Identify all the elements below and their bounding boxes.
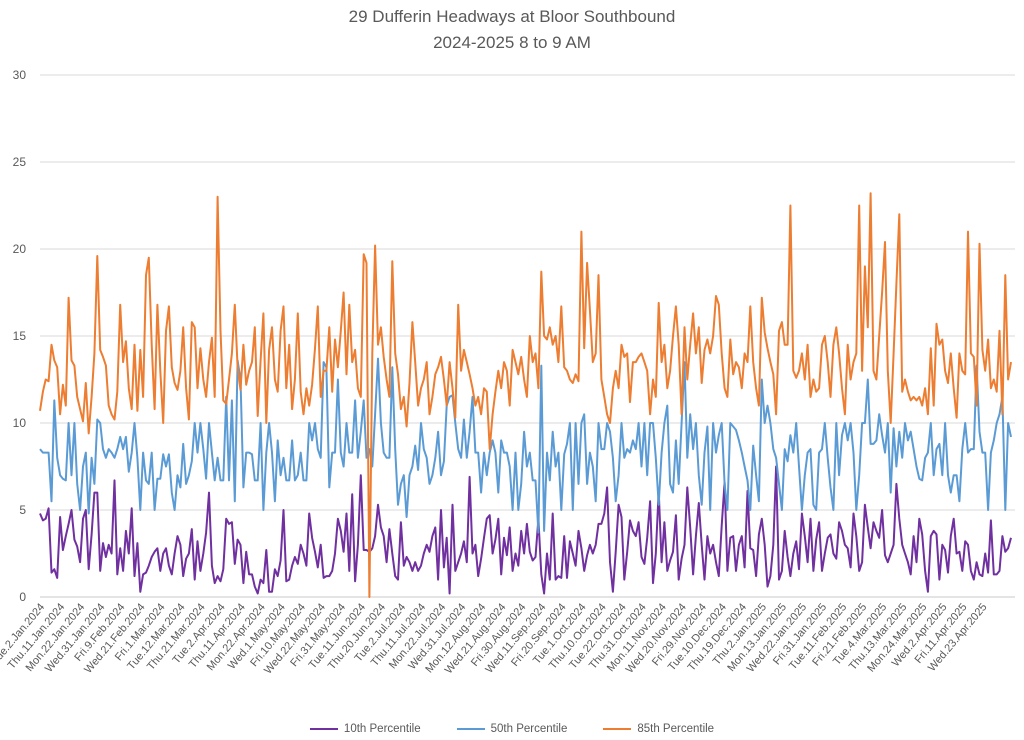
legend-item-10th: 10th Percentile <box>309 723 421 735</box>
legend-label: 85th Percentile <box>637 723 715 735</box>
legend-label: 50th Percentile <box>490 723 568 735</box>
y-tick-label: 15 <box>13 329 27 343</box>
y-tick-label: 5 <box>19 503 26 517</box>
y-tick-label: 20 <box>13 242 27 256</box>
series-line-10th-percentile <box>39 465 1012 595</box>
legend-item-50th: 50th Percentile <box>456 723 568 735</box>
legend-label: 10th Percentile <box>343 723 421 735</box>
legend-item-85th: 85th Percentile <box>603 723 714 735</box>
y-tick-label: 10 <box>13 416 27 430</box>
legend-swatch <box>603 727 632 731</box>
legend-swatch <box>456 727 485 731</box>
y-tick-label: 25 <box>13 155 27 169</box>
series-line-50th-percentile <box>39 357 1012 534</box>
gridlines <box>40 74 1015 598</box>
legend-swatch <box>309 727 338 731</box>
x-axis-labels: Tue.2.Jan.2024Thu.11.Jan.2024Mon.22.Jan.… <box>0 601 990 676</box>
chart-title: 29 Dufferin Headways at Bloor Southbound <box>348 7 676 26</box>
series-lines <box>39 192 1012 598</box>
y-tick-label: 0 <box>19 590 26 604</box>
y-tick-label: 30 <box>13 68 27 82</box>
series-line-85th-percentile <box>39 192 1012 598</box>
legend: 10th Percentile 50th Percentile 85th Per… <box>0 723 1024 735</box>
y-axis-labels: 0 5 10 15 20 25 30 <box>13 68 27 604</box>
chart-subtitle: 2024-2025 8 to 9 AM <box>433 33 591 52</box>
